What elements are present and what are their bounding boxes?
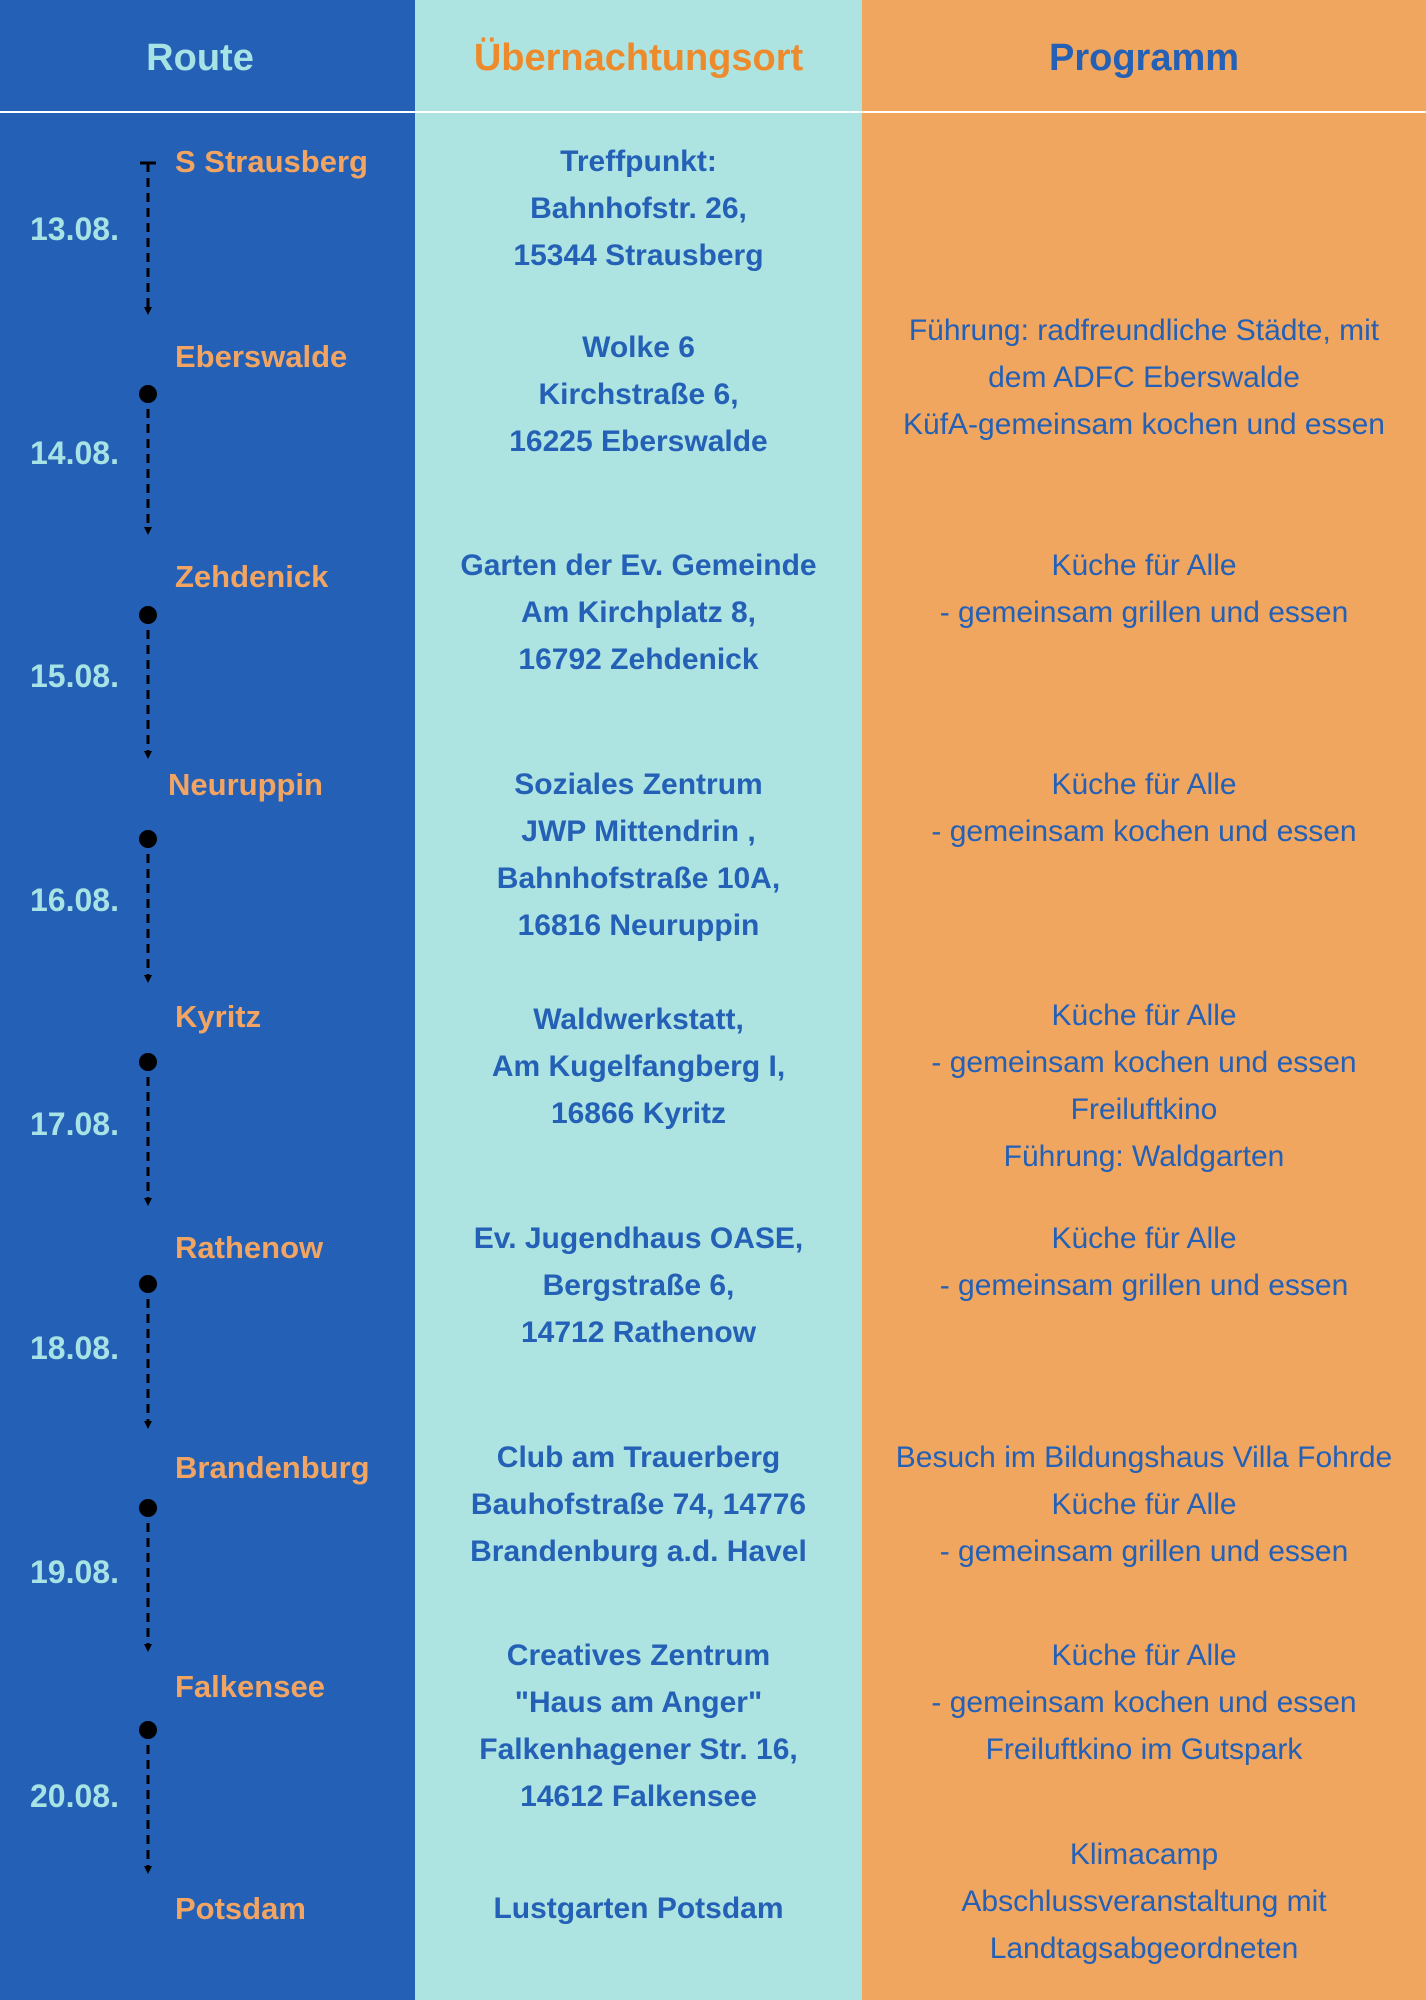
header-program: Programm xyxy=(1048,37,1240,79)
place-falkensee: Creatives Zentrum "Haus am Anger" Falkenha… xyxy=(479,1639,798,1813)
program-neuruppin: Küche für Alle - gemeinsam kochen und ess… xyxy=(931,768,1357,848)
place-eberswalde: Wolke 6 Kirchstraße 6, 16225 Eberswalde xyxy=(509,331,768,458)
route-timeline xyxy=(139,161,157,1874)
place-neuruppin: Soziales Zentrum JWP Mittendrin , Bahnhof… xyxy=(496,768,781,942)
header-divider xyxy=(0,111,1426,113)
route-column xyxy=(0,0,415,2000)
city-eberswalde: Eberswalde xyxy=(175,339,348,374)
overnight-column xyxy=(415,0,862,2000)
program-eberswalde: Führung: radfreundliche Städte, mit dem A… xyxy=(903,314,1385,441)
city-zehdenick: Zehdenick xyxy=(175,559,329,594)
program-kyritz: Küche für Alle - gemeinsam kochen und ess… xyxy=(931,999,1357,1173)
date-1: 13.08. xyxy=(30,211,119,247)
city-falkensee: Falkensee xyxy=(175,1669,325,1704)
place-strausberg: Treffpunkt: Bahnhofstr. 26, 15344 Strausbe… xyxy=(513,145,764,272)
place-brandenburg: Club am Trauerberg Bauhofstraße 74, 14776… xyxy=(470,1441,807,1568)
program-column xyxy=(862,0,1426,2000)
route-dot-8 xyxy=(139,1721,157,1739)
date-7: 19.08. xyxy=(30,1554,119,1590)
program-potsdam: Klimacamp Abschlussveranstaltung mit Landt… xyxy=(961,1838,1327,1965)
route-dot-7 xyxy=(139,1499,157,1517)
place-potsdam: Lustgarten Potsdam xyxy=(493,1892,784,1925)
date-5: 17.08. xyxy=(30,1106,119,1142)
route-dot-2 xyxy=(139,385,157,403)
header-route: Route xyxy=(146,37,254,79)
place-zehdenick: Garten der Ev. Gemeinde Am Kirchplatz 8, 1… xyxy=(460,549,817,676)
program-falkensee: Küche für Alle - gemeinsam kochen und ess… xyxy=(931,1639,1357,1766)
date-2: 14.08. xyxy=(30,435,119,471)
program-brandenburg: Besuch im Bildungshaus Villa Fohrde Küche… xyxy=(895,1441,1393,1568)
date-4: 16.08. xyxy=(30,882,119,918)
date-3: 15.08. xyxy=(30,658,119,694)
route-dot-5 xyxy=(139,1053,157,1071)
city-potsdam: Potsdam xyxy=(175,1891,306,1926)
route-dot-3 xyxy=(139,606,157,624)
date-6: 18.08. xyxy=(30,1330,119,1366)
program-rathenow: Küche für Alle - gemeinsam grillen und es… xyxy=(939,1222,1349,1302)
program-zehdenick: Küche für Alle - gemeinsam grillen und es… xyxy=(939,549,1349,629)
route-dot-6 xyxy=(139,1275,157,1293)
route-dot-4 xyxy=(139,830,157,848)
header-overnight: Übernachtungsort xyxy=(473,37,804,79)
date-8: 20.08. xyxy=(30,1778,119,1814)
city-strausberg: S Strausberg xyxy=(175,144,368,179)
city-rathenow: Rathenow xyxy=(175,1230,324,1265)
city-kyritz: Kyritz xyxy=(175,999,262,1034)
place-kyritz: Waldwerkstatt, Am Kugelfangberg I, 16866 K… xyxy=(491,1003,786,1130)
city-neuruppin: Neuruppin xyxy=(168,767,323,802)
place-rathenow: Ev. Jugendhaus OASE, Bergstraße 6, 14712 R… xyxy=(473,1222,804,1349)
city-brandenburg: Brandenburg xyxy=(175,1450,370,1485)
